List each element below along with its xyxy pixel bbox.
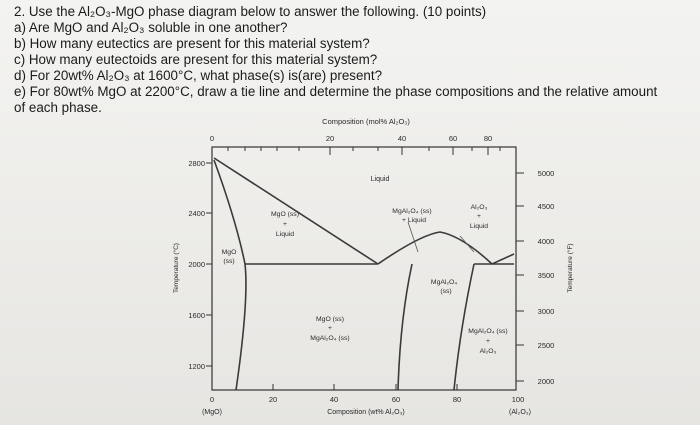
bottom-axis-ticks (211, 384, 458, 390)
left-tick-label: 1600 (188, 311, 205, 320)
top-tick-label: 40 (398, 134, 406, 143)
question-item-e-cont: of each phase. (14, 100, 102, 115)
region-al2o3-liquid-plus: + (477, 213, 481, 220)
bottom-tick-label: 60 (392, 395, 400, 404)
right-tick-label: 2500 (538, 341, 555, 350)
top-tick-label: 60 (449, 134, 457, 143)
region-al2o3-liquid: Al₂O₃ (471, 204, 488, 211)
right-axis-title: Temperature (°F) (566, 243, 574, 292)
bottom-tick-label: 100 (512, 395, 525, 404)
region-al2o3-liquid-liquid: Liquid (470, 223, 488, 230)
left-tick-label: 2400 (188, 209, 205, 218)
left-tick-label: 2800 (188, 159, 205, 168)
mgo-liquidus-line (213, 157, 379, 265)
top-axis-ticks (211, 147, 501, 155)
region-mgo-ss-spinel-ss-plus: + (328, 325, 332, 332)
region-mgo-ss-liquid-liquid: Liquid (276, 231, 294, 238)
bottom-axis-title: Composition (wt% Al₂O₃) (327, 409, 405, 416)
question-item-a: a) Are MgO and Al₂O₃ soluble in one anot… (14, 20, 288, 35)
right-tick-label: 3000 (538, 307, 555, 316)
right-axis-ticks (516, 172, 524, 382)
left-axis-title: Temperature (°C) (172, 243, 180, 293)
region-mgo-ss-sub: (ss) (223, 258, 234, 265)
question-item-e: e) For 80wt% MgO at 2200°C, draw a tie l… (14, 84, 658, 99)
region-mgo-ss-spinel-ss: MgO (ss) (316, 316, 344, 323)
region-spinel-ss-liquid: MgAl₂O₄ (ss) (392, 208, 431, 215)
region-mgo-ss-liquid: MgO (ss) (271, 211, 299, 218)
region-spinel-ss-al2o3-plus: + (486, 338, 490, 345)
right-tick-label: 4000 (538, 237, 555, 246)
right-tick-label: 2000 (538, 377, 555, 386)
region-spinel-ss-al2o3: MgAl₂O₄ (ss) (468, 328, 507, 335)
right-tick-label: 3500 (538, 271, 555, 280)
region-mgo-ss-liquid-plus: + (283, 221, 287, 228)
left-tick-label: 1200 (188, 362, 205, 371)
top-tick-label: 80 (484, 134, 492, 143)
plot-frame (211, 146, 517, 391)
region-spinel-ss-sub: (ss) (440, 288, 451, 295)
left-tick-label: 2000 (188, 260, 205, 269)
phase-boundaries (213, 157, 515, 391)
top-tick-label: 0 (210, 134, 214, 143)
label-leaders (407, 221, 475, 253)
region-spinel-ss-al2o3-al2o3: Al₂O₃ (480, 348, 497, 355)
al2o3-liquidus-line (491, 253, 515, 265)
region-mgo-ss-spinel-ss-spinel: MgAl₂O₄ (ss) (310, 335, 349, 342)
left-axis-ticks (206, 162, 212, 367)
right-tick-label: 5000 (538, 169, 555, 178)
mgo-solidus-solvus-line (213, 159, 247, 391)
spinel-ss-left-boundary (397, 263, 413, 391)
question-item-d: d) For 20wt% Al₂O₃ at 1600°C, what phase… (14, 68, 383, 83)
region-liquid: Liquid (371, 176, 390, 183)
question-text: 2. Use the Al₂O₃-MgO phase diagram below… (14, 4, 690, 116)
region-spinel-ss: MgAl₂O₄ (431, 279, 457, 286)
bottom-end-label-mgo: (MgO) (202, 409, 222, 416)
top-axis-title: Composition (mol% Al₂O₃) (322, 117, 410, 126)
bottom-tick-label: 40 (330, 395, 338, 404)
spinel-liquidus-dome (377, 231, 493, 265)
question-item-b: b) How many eutectics are present for th… (14, 36, 370, 51)
question-title: 2. Use the Al₂O₃-MgO phase diagram below… (14, 4, 487, 19)
top-tick-label: 20 (326, 134, 334, 143)
region-spinel-ss-liquid-sub: + Liquid (402, 217, 426, 224)
spinel-ss-right-boundary (453, 263, 475, 391)
bottom-tick-label: 80 (453, 395, 461, 404)
bottom-tick-label: 20 (269, 395, 277, 404)
question-item-c: c) How many eutectoids are present for t… (14, 52, 378, 67)
right-tick-label: 4500 (538, 202, 555, 211)
region-mgo-ss: MgO (222, 249, 237, 256)
bottom-end-label-al2o3: (Al₂O₃) (509, 409, 531, 416)
bottom-tick-label: 0 (210, 395, 214, 404)
